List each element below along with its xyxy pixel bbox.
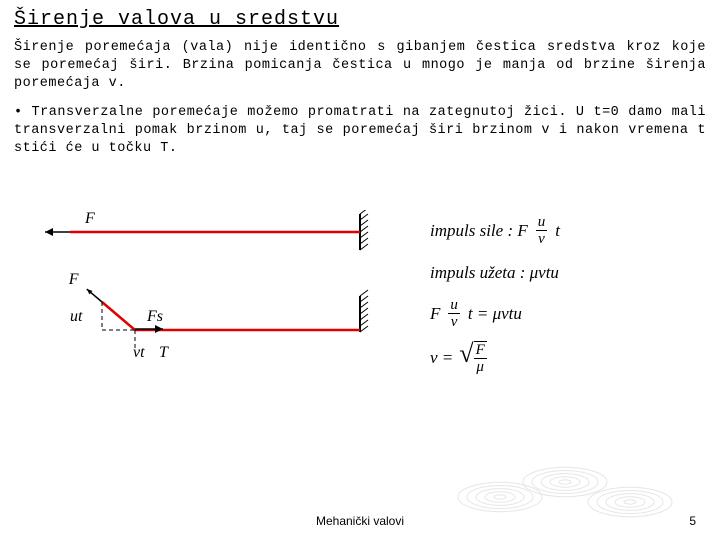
paragraph-2: • Transverzalne poremećaje možemo promat… xyxy=(0,98,720,163)
eq4-num: F xyxy=(474,343,487,359)
label-fs-sub: s xyxy=(157,308,163,325)
eq3-mid: t = μvtu xyxy=(468,299,522,330)
eq1-fraction: u v xyxy=(536,215,548,248)
eq1-num: u xyxy=(536,215,548,231)
sqrt-sign-icon: √ xyxy=(459,341,473,376)
paragraph-1: Širenje poremećaja (vala) nije identično… xyxy=(0,33,720,98)
page-number: 5 xyxy=(689,514,696,528)
eq1-suffix: t xyxy=(555,216,560,247)
footer-title: Mehanički valovi xyxy=(316,514,404,528)
eq1-den: v xyxy=(536,231,547,248)
label-ut: ut xyxy=(70,308,82,326)
equation-1: impuls sile : F u v t xyxy=(430,215,700,248)
label-fs-f: F xyxy=(147,308,157,325)
equation-2: impuls užeta : μvtu xyxy=(430,258,700,289)
eq3-num: u xyxy=(448,298,460,314)
label-vt: vt xyxy=(133,344,145,362)
eq3-fraction: u v xyxy=(448,298,460,331)
rope-diagram: F F Fs ut vt T xyxy=(40,210,400,390)
eq4-fraction: F μ xyxy=(474,341,487,376)
eq4-lhs: v = xyxy=(430,343,453,374)
label-point-t: T xyxy=(159,344,168,362)
eq4-sqrt: √ F μ xyxy=(459,341,488,376)
ripples-decoration xyxy=(450,442,690,532)
page-title: Širenje valova u sredstvu xyxy=(0,0,720,33)
eq4-den: μ xyxy=(474,359,486,376)
label-force-2: F xyxy=(69,271,79,289)
eq3-den: v xyxy=(449,314,460,331)
label-force-1: F xyxy=(85,210,95,228)
eq1-prefix: impuls sile : F xyxy=(430,216,528,247)
equation-4: v = √ F μ xyxy=(430,341,700,376)
eq3-lhs: F xyxy=(430,299,440,330)
eq2-text: impuls užeta : μvtu xyxy=(430,258,559,289)
label-force-fs: Fs xyxy=(147,308,163,326)
equation-3: F u v t = μvtu xyxy=(430,298,700,331)
equations-block: impuls sile : F u v t impuls užeta : μvt… xyxy=(430,215,700,385)
